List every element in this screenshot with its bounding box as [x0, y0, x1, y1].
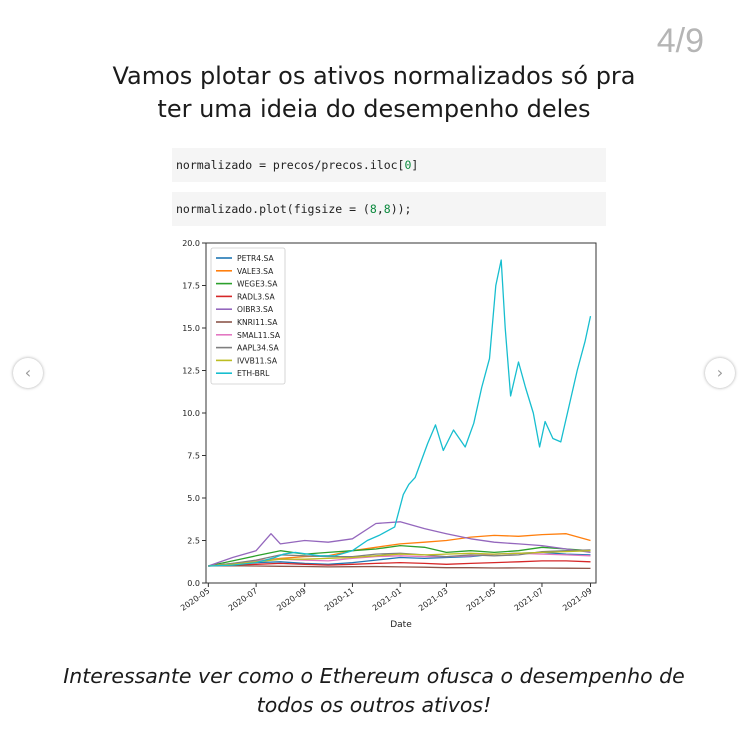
chevron-left-icon: ‹	[24, 363, 32, 382]
chevron-right-icon: ›	[716, 363, 724, 382]
code-text: normalizado = precos/precos.iloc[	[176, 158, 405, 172]
y-tick-label: 2.5	[187, 537, 200, 546]
caption: Interessante ver como o Ethereum ofusca …	[0, 662, 748, 720]
x-tick-label: 2020-07	[227, 586, 260, 613]
code-text: ,	[376, 202, 384, 216]
next-slide-button[interactable]: ›	[705, 358, 735, 388]
series-line-ivvb11-sa	[208, 550, 591, 567]
legend-label: SMAL11.SA	[237, 331, 281, 340]
y-tick-label: 17.5	[182, 282, 200, 291]
code-number: 8	[383, 202, 391, 216]
x-tick-label: 2021-09	[561, 586, 594, 613]
legend-label: IVVB11.SA	[237, 356, 278, 365]
legend-box	[210, 247, 286, 385]
caption-line-1: Interessante ver como o Ethereum ofusca …	[63, 664, 685, 688]
code-cell-normalize: normalizado = precos/precos.iloc[0]	[172, 148, 606, 182]
x-tick-label: 2021-05	[465, 586, 498, 613]
normalized-assets-chart: 0.0 2.5 5.0 7.5 10.0 12.5 15.0 17.5 20.0 2020-05 2…	[179, 239, 597, 630]
title-line-2: ter uma ideia do desempenho deles	[157, 95, 591, 123]
legend-label: KNRI11.SA	[237, 318, 278, 327]
title-line-1: Vamos plotar os ativos normalizados só p…	[112, 62, 636, 90]
code-number: 0	[404, 158, 412, 172]
y-tick-label: 5.0	[187, 494, 200, 503]
y-tick-label: 10.0	[182, 409, 200, 418]
series-line-radl3-sa	[208, 560, 591, 567]
code-text: normalizado.plot(figsize = (	[176, 202, 370, 216]
legend-label: AAPL34.SA	[237, 344, 279, 353]
x-tick-label: 2021-01	[371, 586, 404, 613]
legend-label: VALE3.SA	[237, 267, 274, 276]
legend-label: OIBR3.SA	[237, 305, 274, 314]
x-tick-label: 2020-05	[179, 586, 212, 613]
y-tick-label: 12.5	[182, 367, 200, 376]
y-tick-label: 15.0	[182, 324, 200, 333]
caption-line-2: todos os outros ativos!	[256, 693, 492, 717]
x-axis-label: Date	[390, 620, 412, 630]
legend-label: WEGE3.SA	[237, 280, 278, 289]
y-tick-label: 0.0	[187, 579, 200, 588]
series-line-oibr3-sa	[208, 521, 591, 567]
x-tick-label: 2020-11	[323, 586, 356, 613]
y-tick-label: 7.5	[187, 452, 200, 461]
code-text: ));	[390, 202, 412, 216]
page-title: Vamos plotar os ativos normalizados só p…	[0, 60, 748, 126]
y-tick-label: 20.0	[182, 239, 200, 248]
legend-label: PETR4.SA	[237, 254, 274, 263]
series-line-aapl34-sa	[208, 549, 591, 567]
x-tick-label: 2020-09	[275, 586, 308, 613]
code-cell-plot: normalizado.plot(figsize = (8,8));	[172, 192, 606, 226]
previous-slide-button[interactable]: ‹	[13, 358, 43, 388]
series-line-knri11-sa	[208, 565, 591, 570]
legend-label: ETH-BRL	[237, 369, 270, 378]
code-number: 8	[369, 202, 377, 216]
x-tick-label: 2021-03	[417, 586, 450, 613]
code-text: ]	[411, 158, 419, 172]
legend-label: RADL3.SA	[237, 292, 275, 301]
series-line-wege3-sa	[208, 544, 591, 567]
x-tick-label: 2021-07	[513, 586, 546, 613]
page-counter: 4/9	[656, 22, 704, 60]
series-line-eth-brl	[208, 259, 592, 567]
